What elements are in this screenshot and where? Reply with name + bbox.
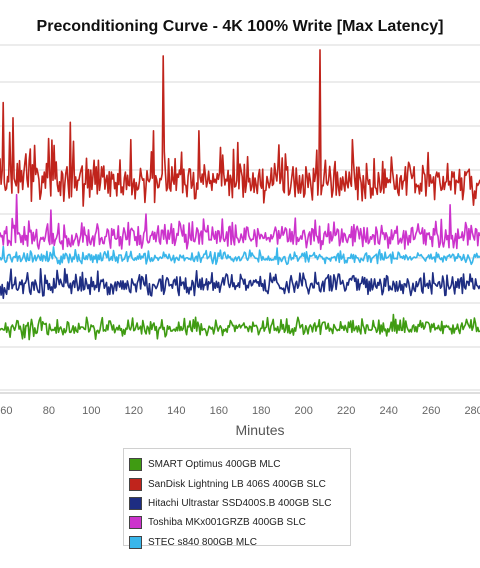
x-tick-label-100: 100 — [82, 405, 100, 417]
series-line-3 — [0, 193, 480, 251]
x-tick-label-80: 80 — [43, 405, 55, 417]
legend-item-3: Toshiba MKx001GRZB 400GB SLC — [129, 513, 350, 532]
legend-swatch-4 — [129, 535, 142, 549]
x-tick-label-200: 200 — [295, 405, 313, 417]
x-tick-label-140: 140 — [167, 405, 185, 417]
legend-swatch-0 — [129, 458, 142, 472]
x-tick-label-240: 240 — [379, 405, 397, 417]
series-line-0 — [0, 313, 480, 341]
x-tick-label-60: 60 — [0, 405, 12, 417]
x-tick-label-280: 280 — [464, 405, 480, 417]
x-tick-labels: 60 80 100 120 140 160 180 200 220 240 260 280 — [0, 405, 480, 417]
x-axis-label: Minutes — [235, 422, 285, 438]
x-tick-label-120: 120 — [125, 405, 143, 417]
x-tick-label-260: 260 — [422, 405, 440, 417]
series-line-2 — [0, 267, 480, 300]
gridlines — [0, 44, 480, 394]
legend-label-1: SanDisk Lightning LB 406S 400GB SLC — [148, 478, 326, 490]
x-tick-label-220: 220 — [337, 405, 355, 417]
legend-swatch-1 — [129, 477, 142, 491]
legend-item-4: STEC s840 800GB MLC — [129, 533, 350, 552]
legend-item-1: SanDisk Lightning LB 406S 400GB SLC — [129, 474, 350, 493]
legend: SMART Optimus 400GB MLC SanDisk Lightning… — [123, 448, 351, 549]
legend-item-0: SMART Optimus 400GB MLC — [129, 455, 350, 474]
legend-swatch-3 — [129, 516, 142, 530]
series-lines — [0, 49, 480, 341]
chart-title: Preconditioning Curve - 4K 100% Write [M… — [36, 18, 444, 35]
series-line-4 — [0, 245, 480, 266]
legend-label-3: Toshiba MKx001GRZB 400GB SLC — [148, 517, 306, 529]
legend-swatch-2 — [129, 496, 142, 510]
x-tick-label-180: 180 — [252, 405, 270, 417]
legend-label-2: Hitachi Ultrastar SSD400S.B 400GB SLC — [148, 497, 332, 509]
x-tick-label-160: 160 — [210, 405, 228, 417]
legend-label-0: SMART Optimus 400GB MLC — [148, 459, 281, 471]
legend-item-2: Hitachi Ultrastar SSD400S.B 400GB SLC — [129, 494, 350, 513]
series-line-1 — [0, 49, 480, 207]
legend-label-4: STEC s840 800GB MLC — [148, 536, 257, 548]
